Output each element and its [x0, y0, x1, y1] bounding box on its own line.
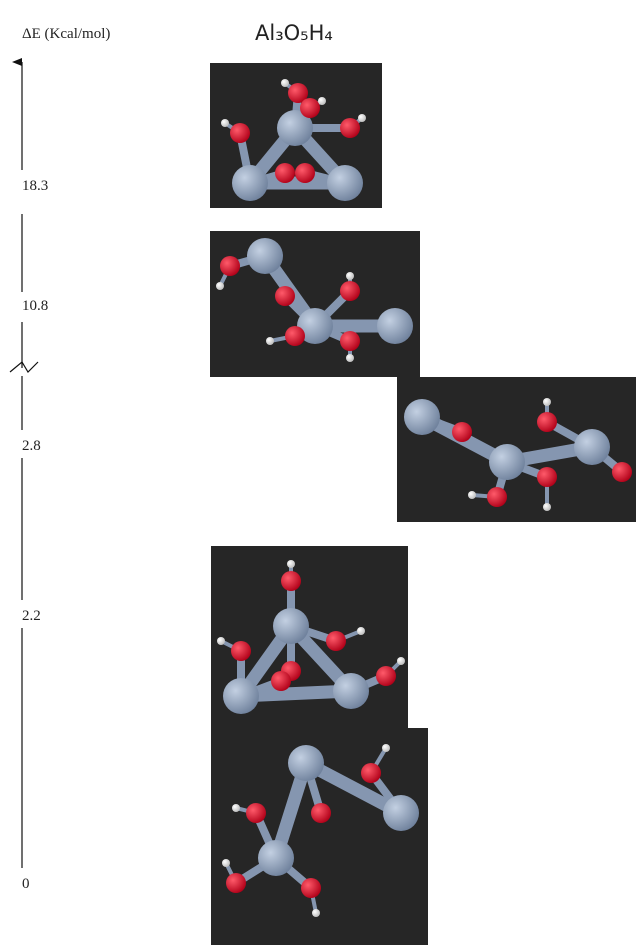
structure-panel — [211, 728, 428, 945]
formula: Al₃O₅H₄ — [255, 21, 333, 45]
al-atom — [383, 795, 419, 831]
o-atom — [340, 118, 360, 138]
h-atom — [346, 272, 354, 280]
h-atom — [357, 627, 365, 635]
al-atom — [489, 444, 525, 480]
h-atom — [217, 637, 225, 645]
h-atom — [312, 909, 320, 917]
o-atom — [226, 873, 246, 893]
structure-panel — [210, 63, 382, 208]
level-label: 0 — [22, 876, 30, 892]
o-atom — [230, 123, 250, 143]
axis-break — [10, 362, 38, 372]
o-atom — [376, 666, 396, 686]
h-atom — [222, 859, 230, 867]
figure: ΔE (Kcal/mol) Al₃O₅H₄ 18.3 10.8 2.8 2.2 … — [0, 0, 636, 950]
h-atom — [232, 804, 240, 812]
al-atom — [404, 399, 440, 435]
o-atom — [340, 281, 360, 301]
al-atom — [377, 308, 413, 344]
level-label: 10.8 — [22, 298, 48, 314]
al-atom — [258, 840, 294, 876]
level-label: 2.2 — [22, 608, 41, 624]
h-atom — [358, 114, 366, 122]
al-atom — [327, 165, 363, 201]
level-label: 2.8 — [22, 438, 41, 454]
h-atom — [543, 398, 551, 406]
o-atom — [537, 467, 557, 487]
o-atom — [361, 763, 381, 783]
structures — [210, 63, 636, 945]
h-atom — [287, 560, 295, 568]
o-atom — [311, 803, 331, 823]
structure-panel — [397, 377, 636, 522]
h-atom — [468, 491, 476, 499]
structure-panel — [211, 546, 408, 736]
o-atom — [612, 462, 632, 482]
h-atom — [281, 79, 289, 87]
h-atom — [346, 354, 354, 362]
al-atom — [288, 745, 324, 781]
al-atom — [273, 608, 309, 644]
h-atom — [318, 97, 326, 105]
o-atom — [271, 671, 291, 691]
axis-label: ΔE (Kcal/mol) — [22, 26, 110, 42]
structure-panel — [210, 231, 420, 377]
h-atom — [543, 503, 551, 511]
h-atom — [221, 119, 229, 127]
al-atom — [574, 429, 610, 465]
o-atom — [281, 571, 301, 591]
o-atom — [285, 326, 305, 346]
al-atom — [223, 678, 259, 714]
o-atom — [246, 803, 266, 823]
h-atom — [382, 744, 390, 752]
o-atom — [326, 631, 346, 651]
page: ΔE (Kcal/mol) Al₃O₅H₄ 18.3 10.8 2.8 2.2 … — [0, 0, 636, 950]
o-atom — [295, 163, 315, 183]
al-atom — [232, 165, 268, 201]
o-atom — [340, 331, 360, 351]
o-atom — [452, 422, 472, 442]
o-atom — [300, 98, 320, 118]
h-atom — [216, 282, 224, 290]
o-atom — [487, 487, 507, 507]
h-atom — [397, 657, 405, 665]
o-atom — [301, 878, 321, 898]
o-atom — [537, 412, 557, 432]
level-label: 18.3 — [22, 178, 48, 194]
panel-background — [210, 231, 420, 377]
al-atom — [333, 673, 369, 709]
o-atom — [231, 641, 251, 661]
h-atom — [266, 337, 274, 345]
o-atom — [220, 256, 240, 276]
al-atom — [247, 238, 283, 274]
o-atom — [275, 163, 295, 183]
o-atom — [275, 286, 295, 306]
